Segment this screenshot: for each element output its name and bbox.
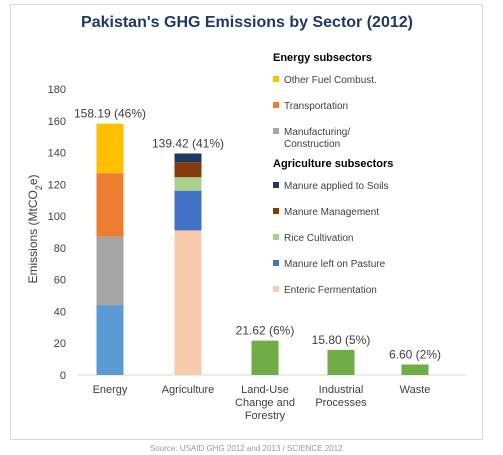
y-tick-label: 140 [48,148,66,160]
x-category-label: Industrial [319,384,364,396]
y-tick-label: 120 [48,179,66,191]
source-note: Source: USAID GHG 2012 and 2013 / SCIENC… [150,444,343,453]
bar-total-label: 15.80 (5%) [312,333,371,347]
bar-segment [96,123,124,174]
y-tick-label: 80 [54,243,66,255]
x-category-label: Land-Use [241,384,289,396]
legend-label: Enteric Fermentation [284,285,377,296]
x-category-label: Forestry [245,410,286,422]
legend-label: Transportation [284,101,348,112]
bar-segment [174,162,202,178]
x-category-label: Agriculture [162,384,215,396]
legend-swatch [273,234,279,240]
y-tick-label: 160 [48,116,66,128]
y-axis-title: Emissions (MtCO2e) [26,174,44,283]
bar-segment [251,340,279,375]
legend-swatch [273,182,279,188]
y-tick-label: 180 [48,84,66,96]
y-tick-label: 100 [48,211,66,223]
y-tick-label: 20 [54,338,66,350]
legend-label: Rice Cultivation [284,233,353,244]
x-category-label: Change and [235,397,295,409]
bar-segment [174,190,202,231]
bar-total-label: 139.42 (41%) [152,136,224,150]
legend-label: Construction [284,139,340,150]
legend-swatch [273,208,279,214]
x-category-label: Energy [93,384,128,396]
legend-swatch [273,102,279,108]
legend-box [261,45,406,317]
bar-segment [96,305,124,375]
bar-segment [96,173,124,237]
bar-segment [174,177,202,191]
bar-total-label: 6.60 (2%) [389,348,441,362]
chart-title: Pakistan's GHG Emissions by Sector (2012… [81,14,413,31]
y-tick-label: 60 [54,275,66,287]
legend-swatch [273,260,279,266]
legend-label: Manure Management [284,207,379,218]
bar-segment [174,153,202,163]
bar-segment [327,349,355,375]
legend-label: Manure applied to Soils [284,181,389,192]
bar-total-label: 158.19 (46%) [74,107,146,121]
legend-label: Manure left on Pasture [284,259,386,270]
x-category-label: Processes [315,397,367,409]
legend-swatch [273,128,279,134]
chart-canvas: Pakistan's GHG Emissions by Sector (2012… [26,14,466,422]
chart-frame: Pakistan's GHG Emissions by Sector (2012… [10,4,483,440]
legend-swatch [273,76,279,82]
y-axis-title-tail: e) [26,174,40,185]
x-category-label: Waste [400,384,431,396]
y-tick-label: 40 [54,306,66,318]
bar-segment [401,364,429,375]
y-axis-title-subscript: 2 [34,185,44,190]
bar-segment [174,230,202,375]
legend-heading: Agriculture subsectors [273,158,393,170]
legend-heading: Energy subsectors [273,52,372,64]
legend-label: Other Fuel Combust. [284,75,377,86]
bar-segment [96,236,124,306]
legend-swatch [273,286,279,292]
bar-total-label: 21.62 (6%) [236,324,295,338]
legend-label: Manufacturing/ [284,127,350,138]
y-tick-label: 0 [60,370,66,382]
y-axis-title-main: Emissions (MtCO [26,190,40,283]
